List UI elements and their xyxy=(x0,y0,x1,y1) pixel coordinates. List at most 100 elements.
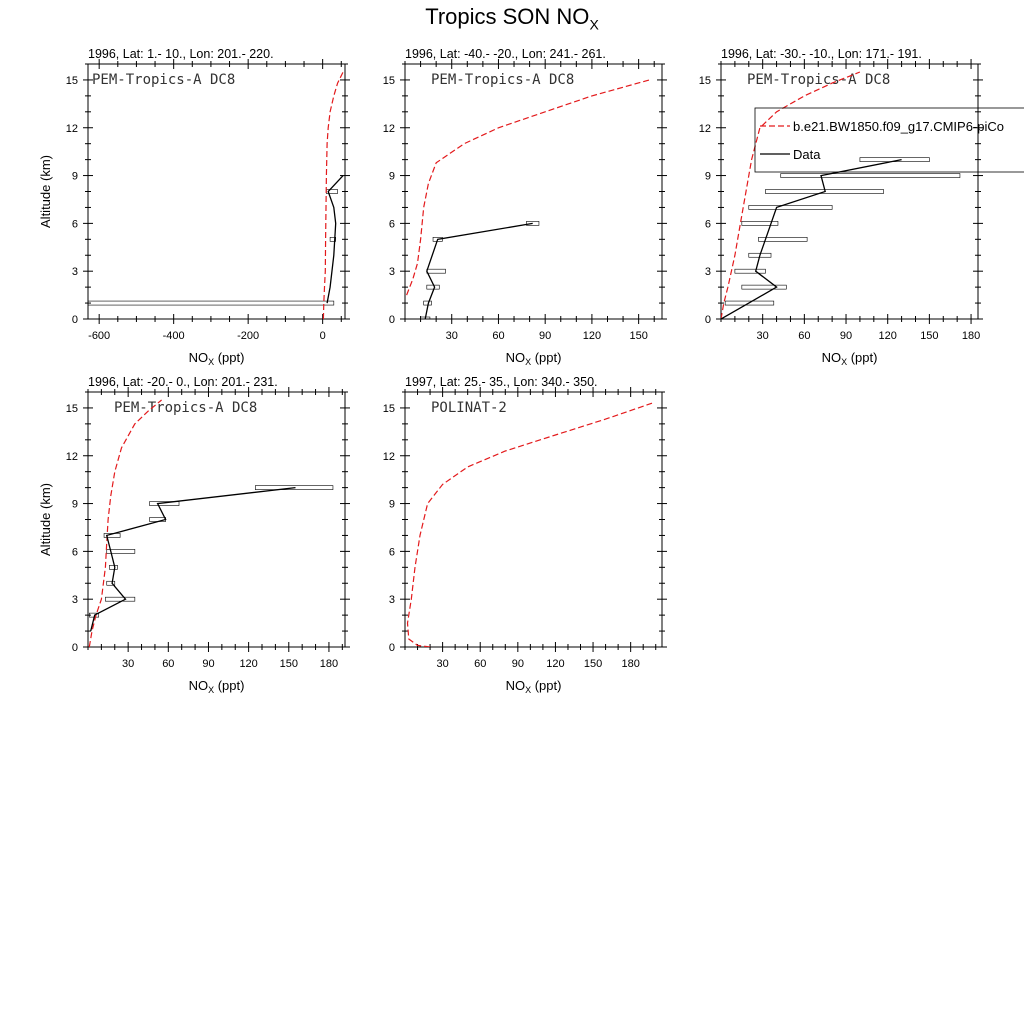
range-box xyxy=(724,300,775,306)
x-axis-label: NOX (ppt) xyxy=(506,350,562,367)
model-line xyxy=(322,71,344,319)
data-line xyxy=(424,222,533,319)
x-tick-label: 60 xyxy=(492,330,504,342)
y-tick-label: 12 xyxy=(383,123,395,135)
y-tick-label: 6 xyxy=(389,218,395,230)
model-line xyxy=(406,402,653,647)
y-tick-label: 12 xyxy=(66,123,78,135)
x-axis-label: NOX (ppt) xyxy=(506,678,562,695)
range-box xyxy=(106,549,136,554)
panel-subtitle: 1996, Lat: -20.- 0., Lon: 201.- 231. xyxy=(88,375,278,389)
plot-frame xyxy=(87,63,346,320)
y-tick-label: 9 xyxy=(389,499,395,511)
x-tick-label: 60 xyxy=(798,330,810,342)
range-box xyxy=(432,237,443,242)
x-tick-label: 150 xyxy=(629,330,647,342)
range-box xyxy=(734,268,766,274)
range-box xyxy=(88,300,335,306)
x-axis-label: NOX (ppt) xyxy=(822,350,878,367)
y-tick-label: 15 xyxy=(66,403,78,415)
x-tick-label: 60 xyxy=(474,658,486,670)
range-box xyxy=(329,237,336,242)
y-tick-label: 0 xyxy=(389,314,395,326)
y-tick-label: 3 xyxy=(389,266,395,278)
y-tick-label: 6 xyxy=(72,546,78,558)
legend-model-label: b.e21.BW1850.f09_g17.CMIP6-piCo xyxy=(793,119,1004,134)
panel-subtitle: 1997, Lat: 25.- 35., Lon: 340.- 350. xyxy=(405,375,598,389)
x-tick-label: 90 xyxy=(539,330,551,342)
panel-subtitle: 1996, Lat: -40.- -20., Lon: 241.- 261. xyxy=(405,47,606,61)
x-tick-label: -200 xyxy=(237,330,259,342)
x-tick-label: 150 xyxy=(584,658,602,670)
y-tick-label: 9 xyxy=(705,171,711,183)
x-tick-label: 180 xyxy=(621,658,639,670)
range-box xyxy=(149,501,180,506)
y-tick-label: 12 xyxy=(66,451,78,463)
range-box xyxy=(780,173,961,178)
x-tick-label: 120 xyxy=(583,330,601,342)
data-line xyxy=(721,158,902,319)
x-axis-label: NOX (ppt) xyxy=(189,678,245,695)
y-tick-label: 9 xyxy=(72,171,78,183)
x-tick-label: 30 xyxy=(757,330,769,342)
panel-4: 1996, Lat: -20.- 0., Lon: 201.- 231. 0 3 6 9… xyxy=(38,375,350,695)
plot-area xyxy=(88,399,334,647)
plot-area xyxy=(406,79,650,319)
y-tick-label: 6 xyxy=(705,218,711,230)
legend: b.e21.BW1850.f09_g17.CMIP6-piCo Data xyxy=(754,107,1024,173)
model-line xyxy=(721,71,861,319)
range-box xyxy=(526,221,540,226)
y-tick-label: 3 xyxy=(72,266,78,278)
y-tick-label: 6 xyxy=(389,546,395,558)
y-tick-label: 0 xyxy=(705,314,711,326)
range-box xyxy=(748,205,833,210)
range-box xyxy=(426,284,440,290)
main-title: Tropics SON NOX xyxy=(425,4,599,33)
y-tick-label: 0 xyxy=(389,642,395,654)
x-tick-label: -600 xyxy=(88,330,110,342)
y-tick-label: 0 xyxy=(72,642,78,654)
x-tick-label: 90 xyxy=(840,330,852,342)
y-tick-label: 6 xyxy=(72,218,78,230)
y-axis-label: Altitude (km) xyxy=(38,155,53,228)
range-box xyxy=(106,580,116,586)
plot-area xyxy=(406,402,653,647)
campaign-label: PEM-Tropics-A DC8 xyxy=(92,72,235,88)
x-tick-label: 120 xyxy=(239,658,257,670)
x-tick-label: 150 xyxy=(280,658,298,670)
x-tick-label: 120 xyxy=(546,658,564,670)
x-tick-label: 30 xyxy=(436,658,448,670)
plot-area xyxy=(88,71,344,319)
x-tick-label: 150 xyxy=(920,330,938,342)
x-tick-label: 120 xyxy=(879,330,897,342)
y-tick-label: 15 xyxy=(383,403,395,415)
y-tick-label: 3 xyxy=(72,594,78,606)
x-tick-label: 30 xyxy=(446,330,458,342)
range-box xyxy=(741,284,787,290)
y-tick-label: 0 xyxy=(72,314,78,326)
y-tick-label: 15 xyxy=(699,75,711,87)
y-tick-label: 9 xyxy=(389,171,395,183)
y-tick-label: 12 xyxy=(699,123,711,135)
data-line xyxy=(90,486,296,632)
x-tick-label: 180 xyxy=(962,330,980,342)
panel-2: 1996, Lat: -40.- -20., Lon: 241.- 261. 0 3… xyxy=(383,47,667,367)
range-box xyxy=(105,596,136,602)
range-box xyxy=(426,268,446,274)
panel-subtitle: 1996, Lat: -30.- -10., Lon: 171.- 191. xyxy=(721,47,922,61)
y-tick-label: 9 xyxy=(72,499,78,511)
plot-frame xyxy=(720,63,979,320)
y-tick-label: 3 xyxy=(389,594,395,606)
x-tick-label: 60 xyxy=(162,658,174,670)
panel-1: 1996, Lat: 1.- 10., Lon: 201.- 220. 0 3 6 9 1… xyxy=(38,47,350,367)
y-tick-label: 12 xyxy=(383,451,395,463)
x-axis-label: NOX (ppt) xyxy=(189,350,245,367)
plot-frame xyxy=(87,391,346,648)
panel-subtitle: 1996, Lat: 1.- 10., Lon: 201.- 220. xyxy=(88,47,274,61)
x-tick-label: 180 xyxy=(320,658,338,670)
x-tick-label: -400 xyxy=(163,330,185,342)
campaign-label: PEM-Tropics-A DC8 xyxy=(747,72,890,88)
plot-area xyxy=(721,71,961,319)
campaign-label: PEM-Tropics-A DC8 xyxy=(431,72,574,88)
